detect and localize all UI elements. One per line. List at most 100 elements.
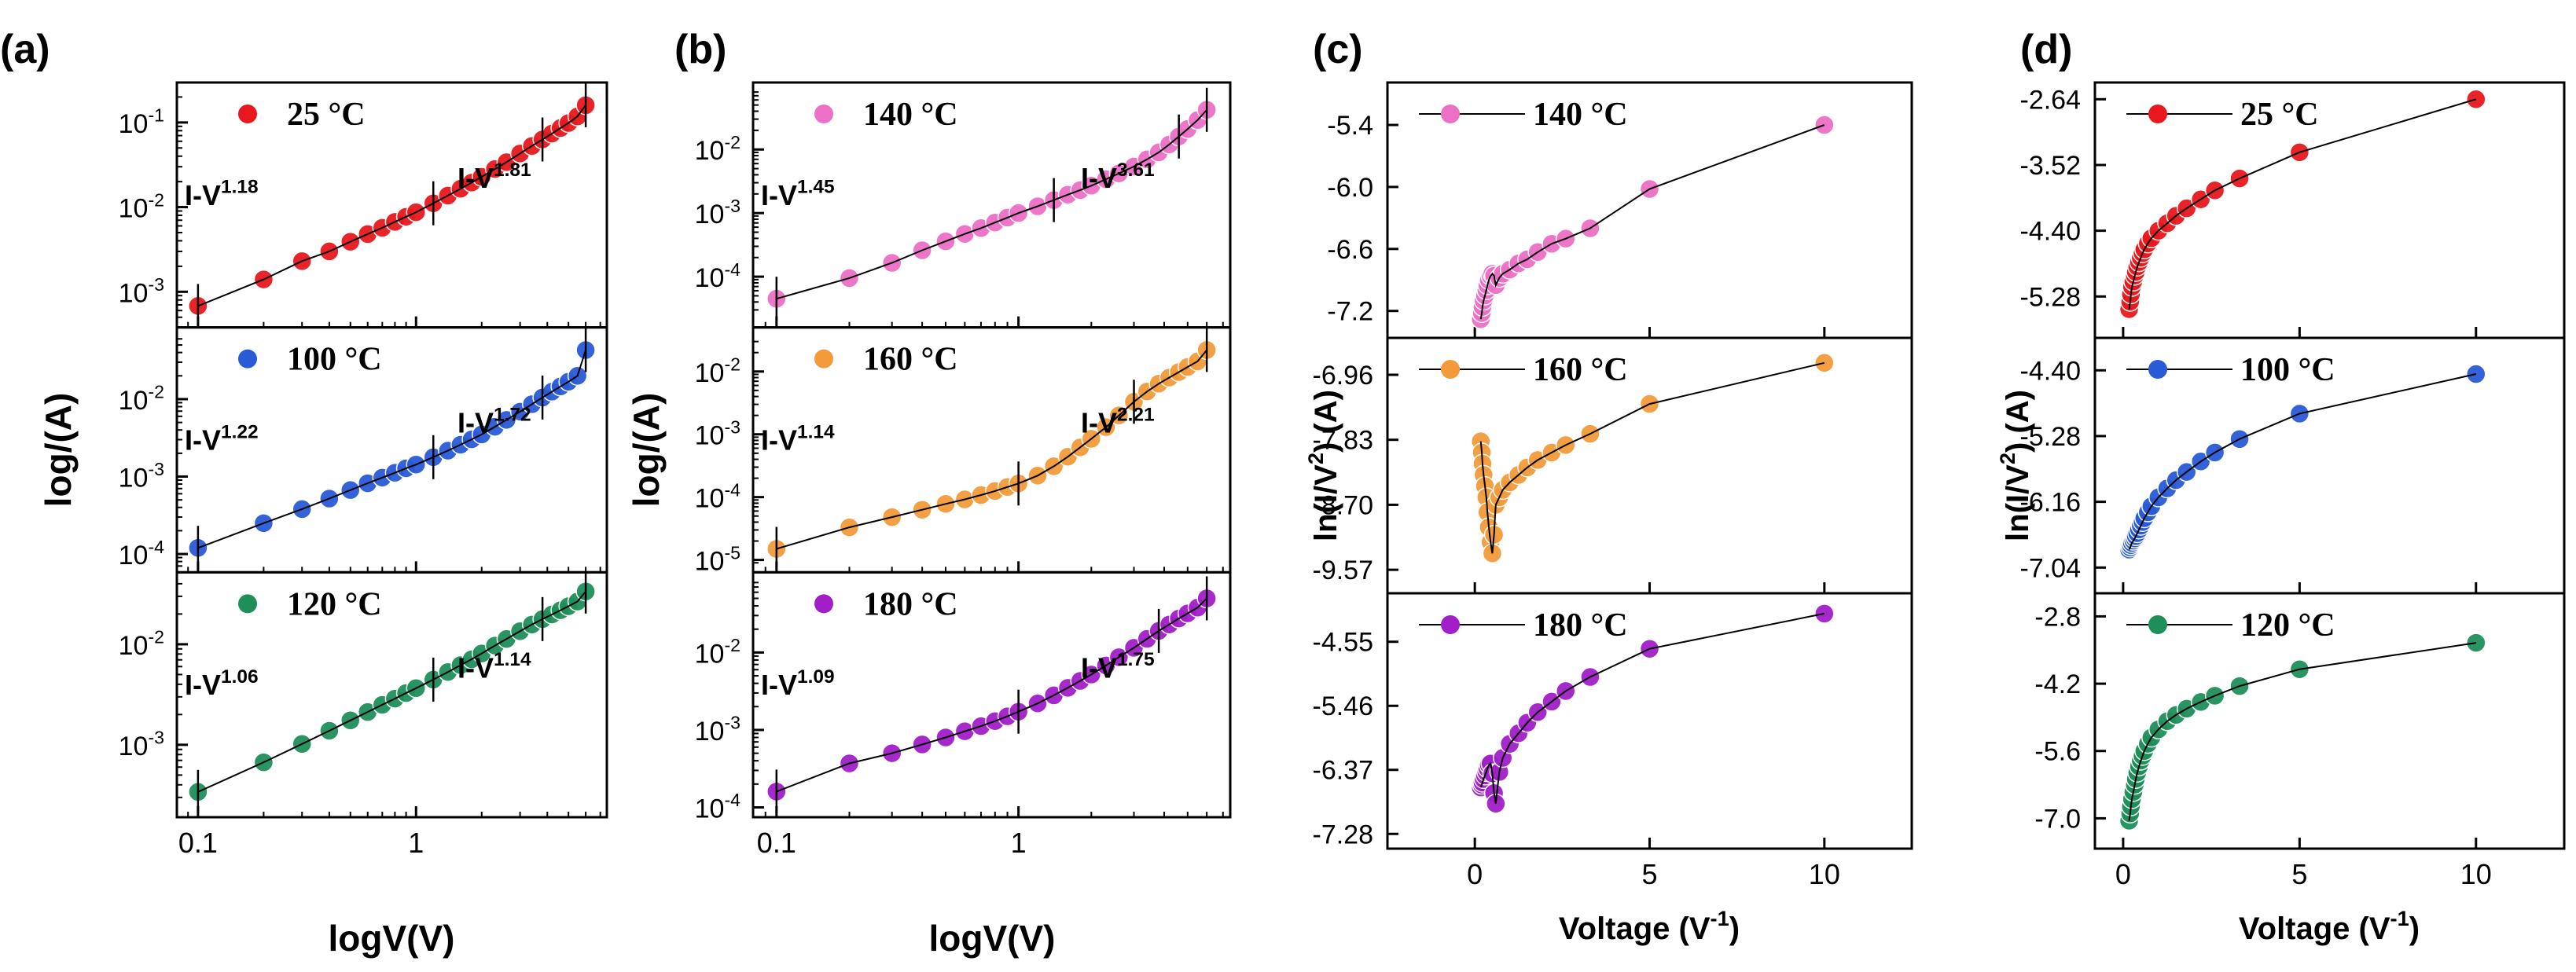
- exponent-label-low-base: I-V: [761, 424, 797, 457]
- x-tick-label: 5: [1641, 858, 1657, 890]
- y-tick-label-base: 10: [119, 631, 149, 661]
- y-axis-label-exp: 2: [1995, 453, 2019, 464]
- exponent-label-high-exp: 3.61: [1117, 160, 1155, 181]
- y-tick-label-base: 10: [695, 639, 725, 669]
- legend-label: 160 °C: [863, 342, 958, 378]
- y-tick-label: -7.2: [1327, 297, 1373, 327]
- subplot-180C: -7.28 -6.37 -5.46 -4.55 180 °C: [1313, 592, 1913, 850]
- panel-c: (c) -7.2 -6.6 -6.0 -5.4 140 °C -9.57 -8.70 -7.83…: [1303, 27, 1913, 946]
- exponent-label-high: I-V1.14: [458, 649, 531, 684]
- fit-line: [2128, 642, 2476, 821]
- legend-marker: [2148, 105, 2167, 123]
- exponent-label-high: I-V1.81: [458, 160, 531, 194]
- legend-marker: [814, 349, 833, 369]
- series-120C: [2118, 633, 2486, 831]
- subplot-frame: [1386, 336, 1913, 595]
- y-tick-label: -5.4: [1327, 111, 1373, 141]
- fit-line: [1479, 124, 1825, 320]
- y-tick-label: -6.6: [1327, 235, 1373, 265]
- subplot-120C: -7.0 -5.6 -4.2 -2.8 120 °C: [2034, 592, 2566, 850]
- x-axis-label: Voltage (V-1): [1559, 906, 1740, 946]
- y-tick-label: -7.0: [2034, 804, 2081, 834]
- exponent-label-high-exp: 1.72: [494, 405, 531, 426]
- y-tick-label: -7.28: [1313, 820, 1374, 849]
- y-tick-label: 10-2: [695, 132, 740, 166]
- panel-label: (b): [674, 27, 726, 72]
- legend-marker: [238, 105, 257, 123]
- exponent-label-low-base: I-V: [185, 424, 221, 457]
- y-tick-label: 10-3: [119, 728, 164, 761]
- exponent-label-low-base: I-V: [185, 669, 221, 701]
- legend-marker: [238, 349, 257, 369]
- exponent-label-high-exp: 1.14: [494, 649, 531, 670]
- x-tick-label: 0: [2115, 858, 2131, 890]
- exponent-label-low: I-V1.22: [185, 421, 259, 456]
- y-tick-label: 10-4: [695, 259, 741, 293]
- y-tick-label-exp: -2: [148, 382, 164, 402]
- y-tick-label-exp: -3: [148, 274, 164, 295]
- y-tick-label-base: 10: [695, 200, 725, 229]
- legend-label: 160 °C: [1533, 352, 1628, 388]
- y-tick-label: -9.57: [1313, 556, 1374, 585]
- subplot-140C: -7.2 -6.6 -6.0 -5.4 140 °C: [1327, 81, 1913, 339]
- x-tick-label: 10: [2460, 858, 2492, 890]
- exponent-label-high-exp: 2.21: [1117, 405, 1155, 426]
- y-tick-label: 10-4: [695, 479, 741, 513]
- fit-line: [2128, 98, 2477, 310]
- y-tick-label-base: 10: [119, 732, 149, 761]
- subplot-25C: 10-310-210-1 25 °CI-V1.18 I-V1.81: [119, 81, 608, 329]
- y-axis-label: log/(A): [626, 393, 667, 508]
- legend-label: 25 °C: [287, 97, 366, 133]
- y-tick-label: 10-3: [695, 416, 740, 450]
- y-tick-label-exp: -2: [148, 627, 164, 647]
- y-axis-label-base: ln(I/V: [2001, 464, 2035, 541]
- exponent-label-high-base: I-V: [1081, 651, 1117, 684]
- exponent-label-high-exp: 1.81: [494, 160, 531, 181]
- y-tick-label-exp: -4: [724, 479, 740, 500]
- fit-line: [197, 591, 586, 793]
- legend-marker: [1441, 360, 1460, 379]
- x-tick-label: 0: [1467, 858, 1483, 890]
- x-axis-label: Voltage (V-1): [2239, 906, 2420, 946]
- y-tick-label-exp: -3: [724, 416, 740, 437]
- exponent-label-high-base: I-V: [458, 651, 494, 684]
- legend-label: 100 °C: [2240, 352, 2335, 388]
- exponent-label-low-exp: 1.18: [221, 177, 259, 198]
- series-140C: [766, 87, 1217, 321]
- legend-marker: [1441, 105, 1460, 123]
- y-tick-label: 10-1: [119, 105, 164, 139]
- x-axis-label: logV(V): [329, 918, 455, 959]
- legend-marker: [1441, 615, 1460, 634]
- exponent-label-high-exp: 1.75: [1117, 649, 1155, 670]
- y-tick-label: -3.52: [2020, 151, 2082, 181]
- exponent-label-low-exp: 1.06: [221, 666, 259, 688]
- exponent-label-low: I-V1.45: [761, 177, 835, 211]
- y-tick-label-exp: -4: [724, 259, 740, 280]
- y-tick-label: 10-2: [119, 627, 164, 661]
- exponent-label-low-base: I-V: [185, 179, 221, 211]
- legend-marker: [2148, 360, 2167, 379]
- fit-line: [1479, 361, 1825, 554]
- x-tick-label: 5: [2291, 858, 2307, 890]
- legend-label: 180 °C: [1533, 607, 1628, 644]
- y-tick-label: -2.64: [2020, 85, 2082, 115]
- series-100C: [2118, 364, 2486, 560]
- y-tick-label-exp: -3: [724, 713, 740, 733]
- subplot-160C: 10-510-410-310-2 160 °CI-V1.14 I-V2.21: [695, 326, 1232, 577]
- y-axis-label: log/(A): [38, 393, 79, 508]
- y-tick-label: -4.40: [2020, 356, 2082, 386]
- fit-line: [776, 597, 1207, 793]
- fit-line: [2128, 373, 2477, 550]
- y-tick-label: -8.70: [1313, 490, 1374, 520]
- y-tick-label-exp: -3: [148, 459, 164, 479]
- x-axis-label: logV(V): [929, 918, 1056, 959]
- x-tick-label: 1: [408, 827, 424, 859]
- y-tick-label: -5.46: [1313, 691, 1374, 721]
- series-120C: [188, 572, 596, 814]
- legend-label: 180 °C: [863, 586, 958, 622]
- y-tick-label-base: 10: [695, 263, 725, 293]
- x-tick-label: 0.1: [757, 827, 796, 859]
- exponent-label-high: I-V3.61: [1081, 160, 1155, 194]
- y-axis-label: ln(I/V2) (A): [1995, 390, 2035, 541]
